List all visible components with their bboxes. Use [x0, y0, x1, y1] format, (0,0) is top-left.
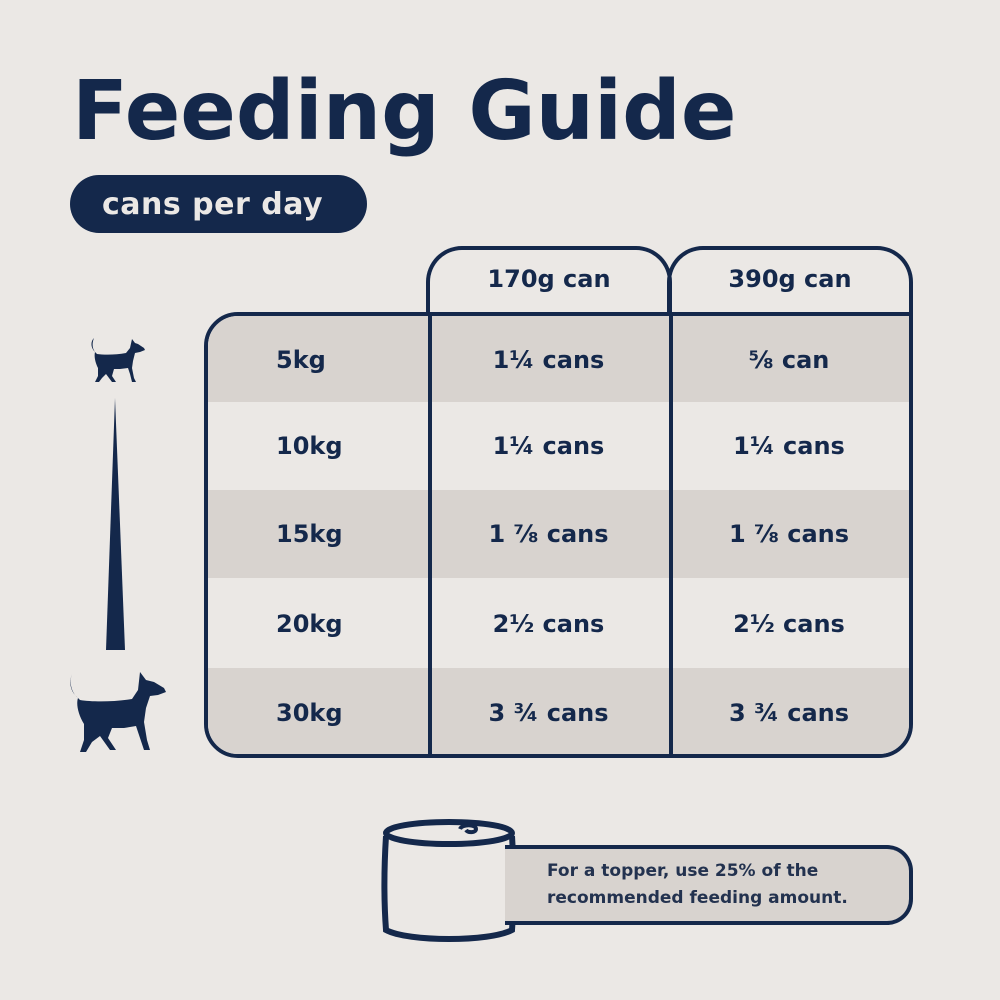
cans-per-day-label: cans per day [102, 186, 324, 222]
table-row: 30kg 3 ¾ cans 3 ¾ cans [208, 668, 909, 754]
can-icon [381, 819, 517, 942]
can390-cell: 3 ¾ cans [728, 699, 850, 727]
weight-cell: 30kg [276, 699, 343, 727]
can170-cell: 1 ⅞ cans [488, 520, 609, 548]
topper-note-line2: recommended feeding amount. [547, 888, 848, 908]
table-row: 10kg 1¼ cans 1¼ cans [208, 402, 909, 490]
page-title: Feeding Guide [72, 64, 737, 159]
topper-note-banner: For a topper, use 25% of the recommended… [505, 845, 913, 925]
can170-cell: 3 ¾ cans [488, 699, 609, 727]
feeding-table: 5kg 1¼ cans ⅝ can 10kg 1¼ cans 1¼ cans 1… [204, 312, 913, 758]
column-header-390g: 390g can [667, 246, 913, 316]
small-dog-icon [91, 338, 145, 382]
column-header-390g-label: 390g can [728, 265, 852, 293]
can390-cell: ⅝ can [748, 346, 830, 374]
can390-cell: 1 ⅞ cans [728, 520, 850, 548]
weight-cell: 10kg [276, 432, 343, 460]
weight-cell: 20kg [276, 610, 343, 638]
weight-cell: 15kg [276, 520, 343, 548]
size-wedge-icon [106, 398, 125, 650]
large-dog-icon [70, 672, 166, 752]
weight-cell: 5kg [276, 346, 326, 374]
can390-cell: 2½ cans [733, 610, 845, 638]
can390-cell: 1¼ cans [733, 432, 845, 460]
table-row: 5kg 1¼ cans ⅝ can [208, 316, 909, 404]
topper-note-line1: For a topper, use 25% of the [547, 861, 819, 881]
can170-cell: 2½ cans [492, 610, 605, 638]
table-row: 20kg 2½ cans 2½ cans [208, 580, 909, 668]
column-divider [428, 316, 432, 754]
column-divider [669, 316, 673, 754]
can170-cell: 1¼ cans [492, 346, 605, 374]
cans-per-day-badge: cans per day [70, 175, 367, 233]
table-row: 15kg 1 ⅞ cans 1 ⅞ cans [208, 490, 909, 578]
can170-cell: 1¼ cans [492, 432, 605, 460]
column-header-170g-label: 170g can [487, 265, 611, 293]
column-header-170g: 170g can [426, 246, 672, 316]
